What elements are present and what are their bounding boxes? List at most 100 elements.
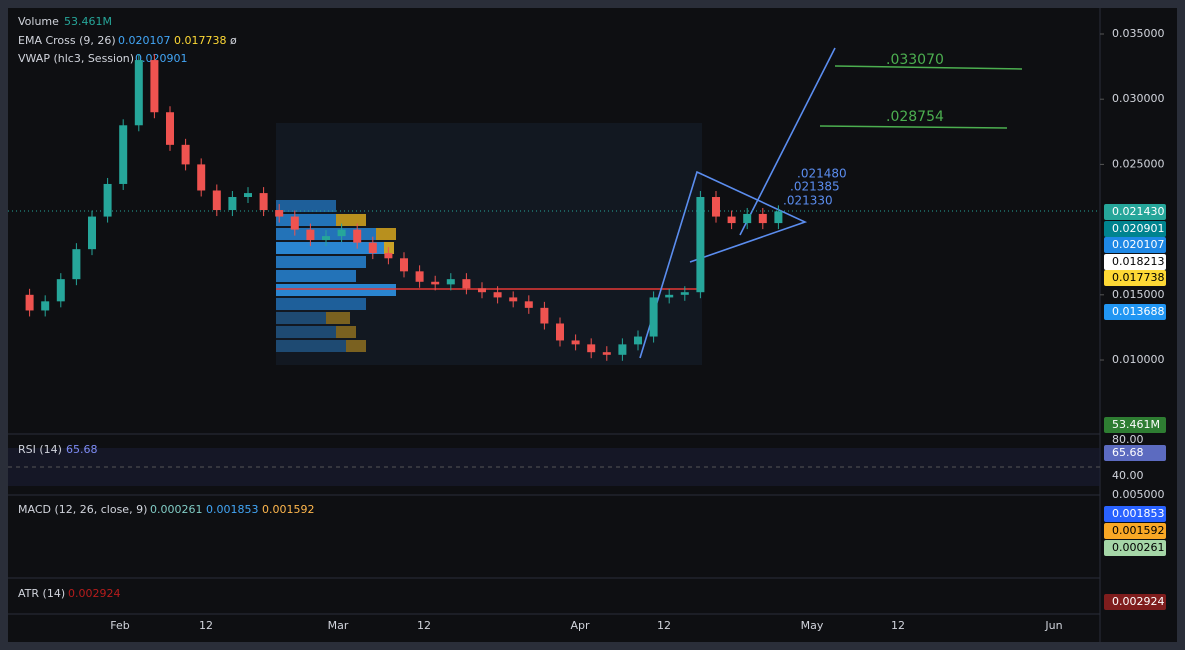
candle — [134, 60, 143, 126]
candle — [587, 344, 596, 353]
candle — [493, 292, 502, 298]
candle — [758, 213, 767, 224]
label: RSI (14) — [18, 443, 62, 456]
profile-bar — [276, 326, 336, 338]
value: 0.020107 — [118, 34, 171, 47]
price-tag — [1104, 270, 1166, 286]
candle — [556, 323, 564, 341]
label: EMA Cross (9, 26) — [18, 34, 116, 47]
candle — [337, 229, 346, 237]
time-label: 12 — [891, 619, 905, 632]
value: ø — [230, 34, 237, 47]
label: VWAP (hlc3, Session) — [18, 52, 134, 65]
price-tag-label: 53.461M — [1112, 418, 1160, 431]
price-tag — [1104, 594, 1166, 610]
price-tick-label: 0.030000 — [1112, 92, 1165, 105]
candle — [103, 183, 112, 217]
profile-bar — [346, 340, 366, 352]
candle — [712, 197, 720, 217]
value: 0.001853 — [206, 503, 259, 516]
candle — [524, 301, 533, 308]
candle — [462, 279, 471, 289]
candle — [259, 193, 268, 211]
candle — [88, 216, 96, 250]
profile-bar — [276, 256, 366, 268]
annotation: .021330 — [783, 194, 833, 208]
candle — [665, 294, 674, 298]
annotation: .028754 — [886, 109, 944, 125]
value: 65.68 — [66, 443, 98, 456]
candle — [602, 352, 611, 355]
candle — [322, 236, 330, 241]
candle — [72, 249, 81, 280]
profile-bar — [276, 270, 356, 282]
price-tag-label: 0.001592 — [1112, 524, 1165, 537]
time-label: 12 — [657, 619, 671, 632]
price-tag-label: 0.001853 — [1112, 507, 1165, 520]
time-label: 12 — [199, 619, 213, 632]
time-label: Mar — [328, 619, 349, 632]
price-tick-label: 0.015000 — [1112, 288, 1165, 301]
candle — [571, 340, 580, 345]
time-label: 12 — [417, 619, 431, 632]
candle — [119, 125, 128, 184]
profile-bar — [326, 312, 350, 324]
value: 0.020901 — [135, 52, 188, 65]
label: Volume — [18, 15, 59, 28]
price-tag — [1104, 506, 1166, 522]
value: 0.002924 — [68, 587, 121, 600]
price-tag-label: 0.021430 — [1112, 205, 1165, 218]
annotation: .021480 — [797, 167, 847, 181]
price-tag — [1104, 221, 1166, 237]
candle — [696, 197, 705, 293]
candle — [431, 281, 440, 285]
time-label: Apr — [570, 619, 590, 632]
price-tag — [1104, 417, 1166, 433]
price-tag — [1104, 237, 1166, 253]
profile-bar — [276, 284, 396, 296]
profile-bar — [376, 228, 396, 240]
price-tick-label: 0.010000 — [1112, 353, 1165, 366]
candle — [400, 258, 408, 272]
trend-lines — [639, 170, 808, 359]
candle — [212, 190, 221, 211]
macd-tick-label: 0.005000 — [1112, 488, 1165, 501]
price-tag — [1104, 204, 1166, 220]
profile-bar — [336, 214, 366, 226]
candle — [743, 213, 752, 224]
price-tick-label: 0.025000 — [1112, 157, 1165, 170]
trend-line — [739, 47, 836, 236]
candle — [181, 144, 190, 165]
candle — [166, 112, 174, 145]
candle — [41, 301, 50, 311]
price-tag — [1104, 254, 1166, 270]
profile-bar — [336, 326, 356, 338]
value: 0.001592 — [262, 503, 315, 516]
label: MACD (12, 26, close, 9) — [18, 503, 147, 516]
profile-bar — [276, 340, 346, 352]
price-tag-label: 0.002924 — [1112, 595, 1165, 608]
candle — [618, 344, 627, 355]
candle — [244, 193, 252, 198]
candle — [415, 271, 424, 282]
price-tag — [1104, 540, 1166, 556]
candle — [368, 242, 377, 254]
value: 53.461M — [64, 15, 112, 28]
label: ATR (14) — [18, 587, 65, 600]
candle — [306, 229, 315, 241]
price-tag-label: 0.018213 — [1112, 255, 1165, 268]
time-label: May — [801, 619, 824, 632]
candle — [540, 307, 549, 324]
value: 0.000261 — [150, 503, 203, 516]
profile-bar — [384, 242, 394, 254]
price-tag — [1104, 304, 1166, 320]
profile-bar — [276, 298, 366, 310]
profile-bar — [276, 200, 336, 212]
price-tag-label: 65.68 — [1112, 446, 1144, 459]
price-tag — [1104, 445, 1166, 461]
price-tag-label: 0.000261 — [1112, 541, 1165, 554]
price-tag-label: 0.017738 — [1112, 271, 1165, 284]
legend: Volume 53.461M EMA Cross (9, 26) 0.02010… — [18, 15, 315, 600]
price-tag — [1104, 523, 1166, 539]
